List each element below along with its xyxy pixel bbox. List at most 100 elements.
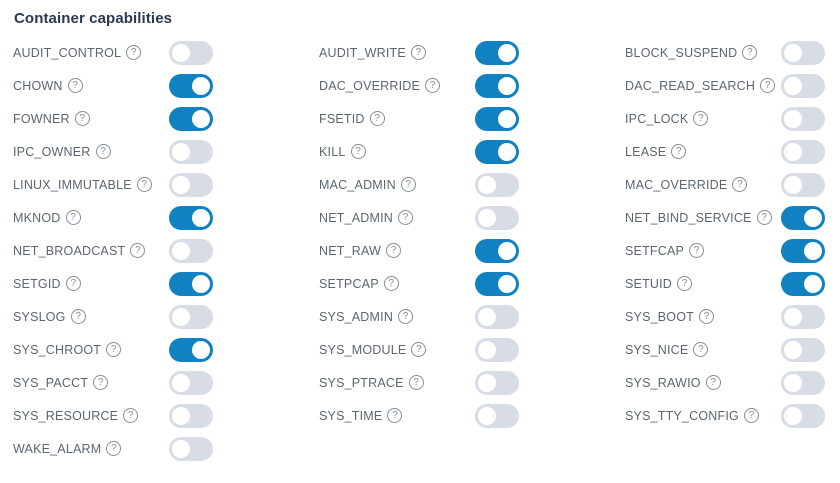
help-icon[interactable]: ?	[411, 342, 427, 357]
help-icon[interactable]: ?	[65, 210, 81, 225]
capability-label: BLOCK_SUSPEND	[625, 45, 738, 60]
help-icon[interactable]: ?	[369, 111, 385, 126]
capability-toggle[interactable]	[169, 271, 213, 296]
capability-row: BLOCK_SUSPEND ?	[625, 36, 825, 69]
capability-toggle[interactable]	[169, 337, 213, 362]
capability-row: WAKE_ALARM ?	[13, 432, 213, 465]
help-icon[interactable]: ?	[65, 276, 81, 291]
toggle-knob	[784, 175, 802, 194]
help-icon[interactable]: ?	[398, 309, 414, 324]
help-icon[interactable]: ?	[742, 45, 758, 60]
help-icon[interactable]: ?	[383, 276, 399, 291]
capability-toggle[interactable]	[475, 271, 519, 296]
help-icon[interactable]: ?	[386, 243, 402, 258]
help-icon[interactable]: ?	[93, 375, 109, 390]
help-icon[interactable]: ?	[677, 276, 693, 291]
help-icon[interactable]: ?	[70, 309, 86, 324]
capability-toggle[interactable]	[781, 106, 825, 131]
capability-label: SETUID	[625, 276, 673, 291]
capability-toggle[interactable]	[781, 304, 825, 329]
capability-row: SYS_RESOURCE ?	[13, 399, 213, 432]
capability-label: LINUX_IMMUTABLE	[13, 177, 132, 192]
capability-row: NET_ADMIN ?	[319, 201, 519, 234]
capability-toggle[interactable]	[475, 205, 519, 230]
capability-toggle[interactable]	[169, 205, 213, 230]
help-icon[interactable]: ?	[408, 375, 424, 390]
help-icon[interactable]: ?	[67, 78, 83, 93]
capability-toggle[interactable]	[169, 172, 213, 197]
capability-toggle[interactable]	[475, 73, 519, 98]
capability-toggle[interactable]	[475, 238, 519, 263]
toggle-knob	[172, 439, 190, 458]
toggle-knob	[784, 109, 802, 128]
capability-toggle[interactable]	[781, 238, 825, 263]
capability-row: MAC_OVERRIDE ?	[625, 168, 825, 201]
help-icon[interactable]: ?	[671, 144, 687, 159]
help-icon[interactable]: ?	[398, 210, 414, 225]
capability-toggle[interactable]	[781, 337, 825, 362]
capability-toggle[interactable]	[475, 172, 519, 197]
help-icon[interactable]: ?	[106, 441, 122, 456]
capability-toggle[interactable]	[169, 403, 213, 428]
help-icon[interactable]: ?	[425, 78, 441, 93]
capability-toggle[interactable]	[169, 370, 213, 395]
help-icon[interactable]: ?	[106, 342, 122, 357]
capability-label: MAC_ADMIN	[319, 177, 396, 192]
capability-toggle[interactable]	[475, 40, 519, 65]
capability-toggle[interactable]	[475, 337, 519, 362]
help-icon[interactable]: ?	[760, 78, 776, 93]
capability-toggle[interactable]	[475, 403, 519, 428]
capability-label: SYS_PACCT	[13, 375, 89, 390]
help-icon[interactable]: ?	[693, 342, 709, 357]
capability-label: SYS_ADMIN	[319, 309, 394, 324]
help-icon[interactable]: ?	[95, 144, 111, 159]
capability-toggle[interactable]	[781, 271, 825, 296]
capability-toggle[interactable]	[475, 370, 519, 395]
help-icon[interactable]: ?	[689, 243, 705, 258]
help-icon[interactable]: ?	[74, 111, 90, 126]
capability-toggle[interactable]	[169, 139, 213, 164]
capability-toggle[interactable]	[475, 139, 519, 164]
capability-toggle[interactable]	[169, 40, 213, 65]
toggle-knob	[172, 142, 190, 161]
help-icon[interactable]: ?	[705, 375, 721, 390]
help-icon[interactable]: ?	[400, 177, 416, 192]
help-icon[interactable]: ?	[130, 243, 146, 258]
capability-toggle[interactable]	[169, 436, 213, 461]
capability-toggle[interactable]	[781, 139, 825, 164]
capability-row: SYS_RAWIO ?	[625, 366, 825, 399]
help-icon[interactable]: ?	[743, 408, 759, 423]
capability-toggle[interactable]	[169, 106, 213, 131]
help-icon[interactable]: ?	[756, 210, 772, 225]
capability-toggle[interactable]	[475, 304, 519, 329]
toggle-knob	[172, 241, 190, 260]
help-icon[interactable]: ?	[410, 45, 426, 60]
capability-row: SYS_MODULE ?	[319, 333, 519, 366]
help-icon[interactable]: ?	[126, 45, 142, 60]
toggle-knob	[478, 208, 496, 227]
section-title: Container capabilities	[14, 10, 173, 27]
capability-toggle[interactable]	[169, 304, 213, 329]
capability-label: SYS_RESOURCE	[13, 408, 119, 423]
capability-toggle[interactable]	[781, 403, 825, 428]
help-icon[interactable]: ?	[732, 177, 748, 192]
capability-label: NET_RAW	[319, 243, 382, 258]
capability-toggle[interactable]	[781, 172, 825, 197]
help-icon[interactable]: ?	[693, 111, 709, 126]
capability-toggle[interactable]	[781, 40, 825, 65]
capability-toggle[interactable]	[781, 73, 825, 98]
capability-label: SYS_PTRACE	[319, 375, 404, 390]
help-icon[interactable]: ?	[136, 177, 152, 192]
capability-row: FOWNER ?	[13, 102, 213, 135]
capability-row: AUDIT_CONTROL ?	[13, 36, 213, 69]
help-icon[interactable]: ?	[387, 408, 403, 423]
help-icon[interactable]: ?	[698, 309, 714, 324]
help-icon[interactable]: ?	[123, 408, 139, 423]
capability-row: NET_BIND_SERVICE ?	[625, 201, 825, 234]
capability-toggle[interactable]	[169, 73, 213, 98]
capability-toggle[interactable]	[781, 205, 825, 230]
capability-toggle[interactable]	[475, 106, 519, 131]
capability-toggle[interactable]	[169, 238, 213, 263]
capability-toggle[interactable]	[781, 370, 825, 395]
help-icon[interactable]: ?	[350, 144, 366, 159]
